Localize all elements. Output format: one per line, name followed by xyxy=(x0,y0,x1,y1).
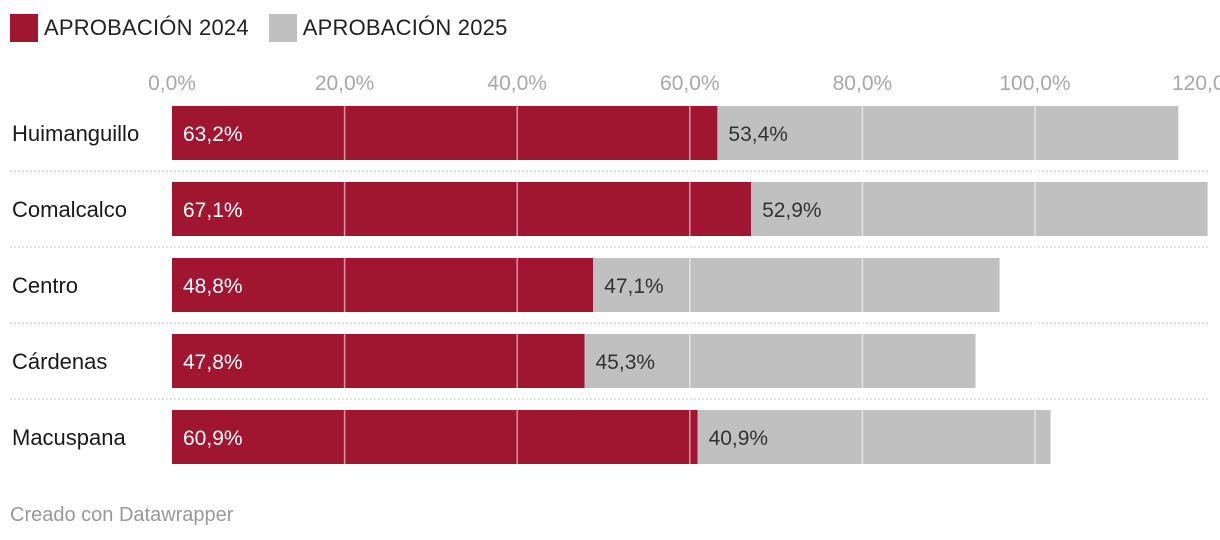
legend-swatch-2024 xyxy=(10,14,38,42)
bar-2025[interactable] xyxy=(697,410,1051,464)
x-tick-label: 100,0% xyxy=(999,72,1070,95)
category-label: Macuspana xyxy=(12,425,127,450)
bar-2025[interactable] xyxy=(584,334,976,388)
legend-swatch-2025 xyxy=(268,14,297,42)
data-label-2025: 45,3% xyxy=(596,351,656,374)
bar-2025[interactable] xyxy=(593,258,1000,312)
data-label-2025: 40,9% xyxy=(709,427,769,450)
category-label: Huimanguillo xyxy=(12,121,139,146)
bar-2024[interactable] xyxy=(172,182,752,236)
data-label-2025: 53,4% xyxy=(728,123,788,146)
stacked-bar-chart: 0,0% 20,0% 40,0% 60,0% 80,0% 100,0% 120,0% Huim… xyxy=(10,72,1220,464)
legend-item-2025[interactable]: APROBACIÓN 2025 xyxy=(268,14,508,42)
x-tick-label: 0,0% xyxy=(148,72,196,95)
bar-2025[interactable] xyxy=(751,182,1208,236)
data-label-2025: 47,1% xyxy=(604,275,664,298)
bar-2024[interactable] xyxy=(172,106,718,160)
category-label: Comalcalco xyxy=(12,197,127,222)
data-label-2024: 67,1% xyxy=(183,199,243,222)
data-label-2024: 47,8% xyxy=(183,351,243,374)
data-label-2024: 60,9% xyxy=(183,427,243,450)
x-tick-label: 60,0% xyxy=(660,72,720,95)
x-tick-label: 20,0% xyxy=(315,72,375,95)
x-tick-label: 40,0% xyxy=(487,72,547,95)
bar-2025[interactable] xyxy=(717,106,1179,160)
category-label: Centro xyxy=(12,273,78,298)
data-label-2024: 63,2% xyxy=(183,123,243,146)
data-label-2024: 48,8% xyxy=(183,275,243,298)
x-tick-label: 80,0% xyxy=(833,72,893,95)
x-tick-label: 120,0% xyxy=(1172,72,1220,95)
chart-legend: APROBACIÓN 2024 APROBACIÓN 2025 xyxy=(10,13,528,43)
bar-2024[interactable] xyxy=(172,334,585,388)
category-label: Cárdenas xyxy=(12,349,107,374)
data-label-2025: 52,9% xyxy=(762,199,822,222)
legend-label-2024: APROBACIÓN 2024 xyxy=(44,15,249,40)
footer-credit[interactable]: Creado con Datawrapper xyxy=(10,504,234,526)
legend-item-2024[interactable]: APROBACIÓN 2024 xyxy=(10,14,249,42)
bar-2024[interactable] xyxy=(172,410,698,464)
bar-2024[interactable] xyxy=(172,258,594,312)
legend-label-2025: APROBACIÓN 2025 xyxy=(302,15,508,40)
